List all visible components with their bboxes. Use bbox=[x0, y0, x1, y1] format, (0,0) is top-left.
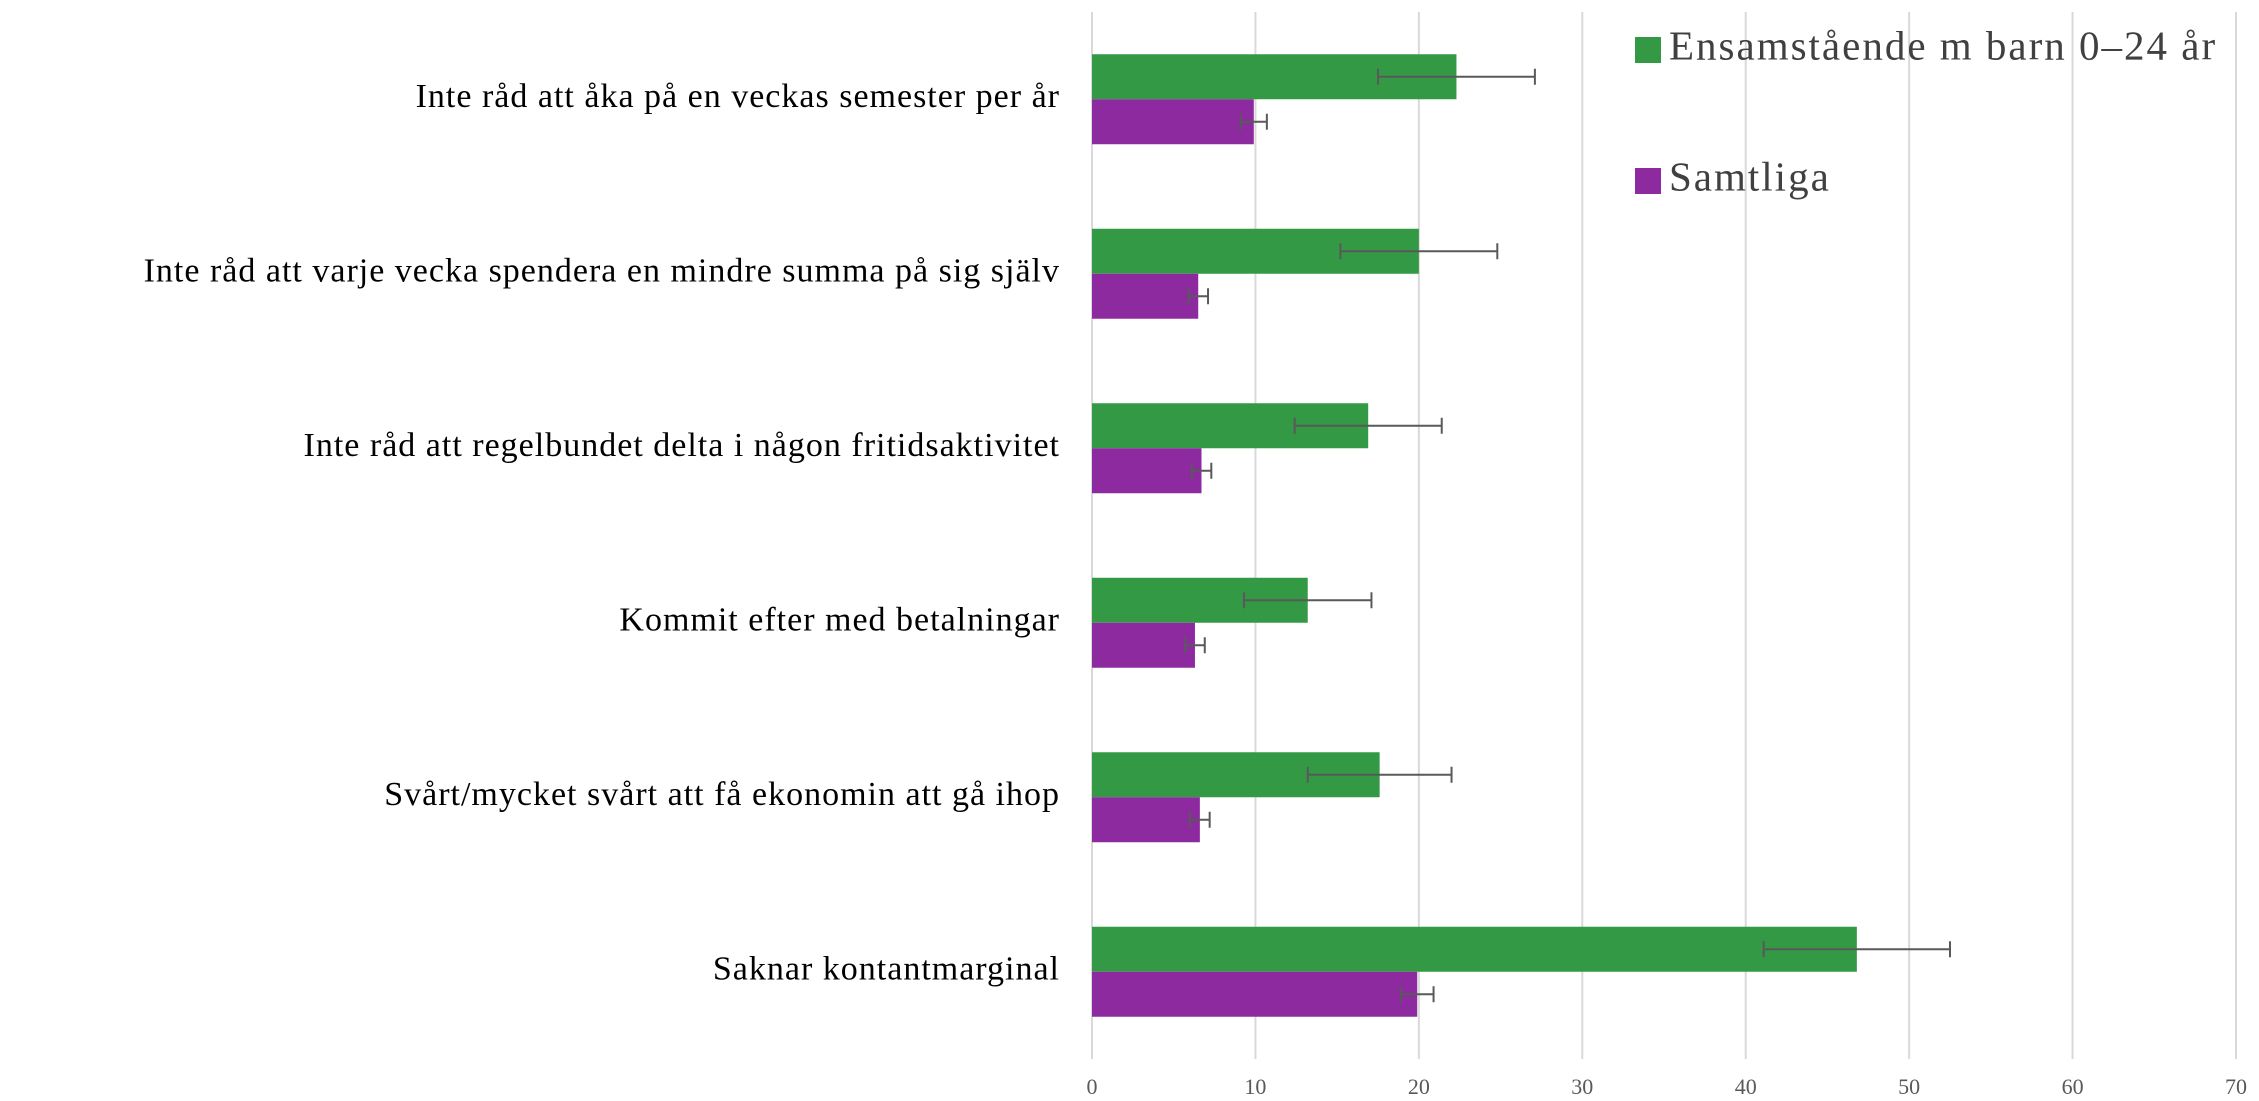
error-bar bbox=[1762, 941, 1951, 958]
y-tick-label: Saknar kontantmarginal bbox=[713, 951, 1060, 988]
error-bar bbox=[1242, 592, 1373, 609]
x-tick-label: 40 bbox=[1735, 1074, 1757, 1099]
bar bbox=[1092, 797, 1200, 843]
x-tick-label: 20 bbox=[1408, 1074, 1430, 1099]
legend-swatch bbox=[1635, 168, 1661, 194]
error-bar bbox=[1190, 462, 1213, 479]
x-tick-label: 30 bbox=[1571, 1074, 1593, 1099]
bar bbox=[1092, 971, 1418, 1017]
bar bbox=[1092, 926, 1857, 972]
y-tick-label: Inte råd att regelbundet delta i någon f… bbox=[304, 427, 1060, 464]
error-bar bbox=[1399, 986, 1435, 1003]
y-tick-label: Inte råd att varje vecka spendera en min… bbox=[144, 253, 1060, 290]
y-tick-label: Svårt/mycket svårt att få ekonomin att g… bbox=[384, 776, 1060, 813]
error-bar bbox=[1239, 113, 1268, 130]
x-tick-label: 0 bbox=[1087, 1074, 1098, 1099]
y-tick-label: Kommit efter med betalningar bbox=[619, 602, 1060, 639]
error-bar bbox=[1377, 68, 1536, 85]
error-bar bbox=[1189, 811, 1211, 828]
y-tick-label: Inte råd att åka på en veckas semester p… bbox=[416, 78, 1060, 115]
x-tick-label: 70 bbox=[2225, 1074, 2247, 1099]
error-bar bbox=[1306, 766, 1453, 783]
bar bbox=[1092, 99, 1254, 145]
x-tick-label: 60 bbox=[2062, 1074, 2084, 1099]
bar bbox=[1092, 622, 1195, 668]
error-bar bbox=[1293, 417, 1443, 434]
error-bar bbox=[1339, 243, 1499, 260]
legend-label: Ensamstående m barn 0–24 år bbox=[1669, 22, 2217, 68]
x-tick-label: 50 bbox=[1898, 1074, 1920, 1099]
bar bbox=[1092, 273, 1199, 319]
x-tick-label: 10 bbox=[1244, 1074, 1266, 1099]
bar bbox=[1092, 448, 1202, 494]
legend-label: Samtliga bbox=[1669, 153, 1831, 199]
error-bar bbox=[1187, 288, 1210, 305]
error-bar bbox=[1184, 637, 1206, 654]
legend-swatch bbox=[1635, 37, 1661, 63]
